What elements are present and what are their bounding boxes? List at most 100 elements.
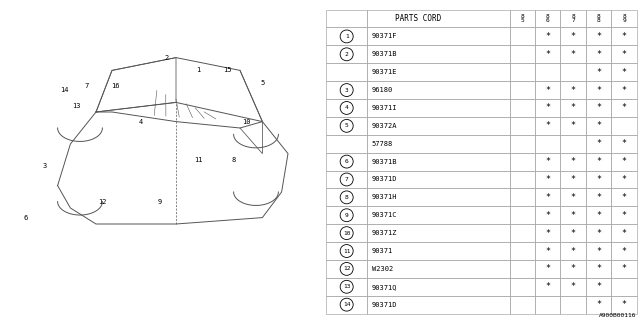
Text: 90371C: 90371C <box>372 212 397 218</box>
Bar <box>326 188 367 206</box>
Bar <box>367 153 509 171</box>
Text: 14: 14 <box>343 302 351 307</box>
Text: 6: 6 <box>345 159 349 164</box>
Text: 2: 2 <box>164 55 168 60</box>
Bar <box>509 296 535 314</box>
Bar <box>586 188 611 206</box>
Text: *: * <box>596 282 601 291</box>
Text: 90371F: 90371F <box>372 33 397 39</box>
Text: 57788: 57788 <box>372 141 393 147</box>
Text: *: * <box>596 121 601 130</box>
Text: *: * <box>571 85 575 95</box>
Text: 5: 5 <box>260 80 264 86</box>
Text: *: * <box>571 157 575 166</box>
Bar <box>611 99 637 117</box>
Bar <box>561 81 586 99</box>
Text: 5: 5 <box>345 123 349 128</box>
Text: *: * <box>571 32 575 41</box>
Text: *: * <box>545 32 550 41</box>
Bar <box>611 260 637 278</box>
Bar <box>535 10 561 28</box>
Text: *: * <box>621 50 627 59</box>
Bar <box>367 296 509 314</box>
Bar <box>611 206 637 224</box>
Bar <box>611 242 637 260</box>
Bar <box>509 28 535 45</box>
Bar <box>611 63 637 81</box>
Text: 8: 8 <box>622 14 626 19</box>
Bar <box>367 81 509 99</box>
Bar <box>586 296 611 314</box>
Text: 8: 8 <box>572 14 575 19</box>
Text: *: * <box>545 103 550 112</box>
Bar <box>535 188 561 206</box>
Text: 3: 3 <box>43 164 47 169</box>
Text: 90371I: 90371I <box>372 105 397 111</box>
Text: 13: 13 <box>72 103 81 108</box>
Bar <box>586 10 611 28</box>
Bar <box>561 153 586 171</box>
Bar <box>326 135 367 153</box>
Bar <box>509 278 535 296</box>
Text: 12: 12 <box>98 199 107 204</box>
Bar <box>561 188 586 206</box>
Bar <box>586 171 611 188</box>
Bar <box>535 28 561 45</box>
Bar <box>509 10 535 28</box>
Bar <box>509 81 535 99</box>
Text: *: * <box>621 228 627 238</box>
Bar <box>367 45 509 63</box>
Text: 9: 9 <box>622 18 626 23</box>
Text: *: * <box>571 211 575 220</box>
Bar <box>586 153 611 171</box>
Bar <box>586 260 611 278</box>
Text: W2302: W2302 <box>372 266 393 272</box>
Text: *: * <box>596 211 601 220</box>
Bar <box>509 63 535 81</box>
Text: *: * <box>596 193 601 202</box>
Text: *: * <box>596 175 601 184</box>
Text: *: * <box>545 121 550 130</box>
Bar <box>326 117 367 135</box>
Bar <box>586 224 611 242</box>
Bar <box>611 10 637 28</box>
Bar <box>509 260 535 278</box>
Bar <box>561 10 586 28</box>
Bar <box>509 99 535 117</box>
Text: 3: 3 <box>345 88 349 92</box>
Text: 10: 10 <box>242 119 251 124</box>
Bar <box>586 278 611 296</box>
Bar <box>367 171 509 188</box>
Text: 7: 7 <box>84 84 88 89</box>
Text: *: * <box>545 246 550 255</box>
Text: *: * <box>621 264 627 273</box>
Bar <box>535 242 561 260</box>
Text: *: * <box>621 32 627 41</box>
Text: 90371B: 90371B <box>372 159 397 164</box>
Bar <box>561 224 586 242</box>
Text: 7: 7 <box>572 18 575 23</box>
Bar <box>586 28 611 45</box>
Text: 15: 15 <box>223 68 232 73</box>
Text: 12: 12 <box>343 266 351 271</box>
Bar <box>367 10 509 28</box>
Text: *: * <box>596 228 601 238</box>
Text: 9: 9 <box>345 213 349 218</box>
Text: 1: 1 <box>196 68 200 73</box>
Bar <box>611 28 637 45</box>
Bar <box>535 296 561 314</box>
Bar <box>509 224 535 242</box>
Bar <box>326 242 367 260</box>
Text: *: * <box>621 300 627 309</box>
Text: *: * <box>621 103 627 112</box>
Text: *: * <box>596 85 601 95</box>
Bar <box>326 296 367 314</box>
Bar <box>586 45 611 63</box>
Text: 90371D: 90371D <box>372 177 397 182</box>
Text: *: * <box>545 157 550 166</box>
Bar <box>535 171 561 188</box>
Text: 90371Z: 90371Z <box>372 230 397 236</box>
Bar <box>586 206 611 224</box>
Text: 4: 4 <box>139 119 143 124</box>
Text: 90371: 90371 <box>372 248 393 254</box>
